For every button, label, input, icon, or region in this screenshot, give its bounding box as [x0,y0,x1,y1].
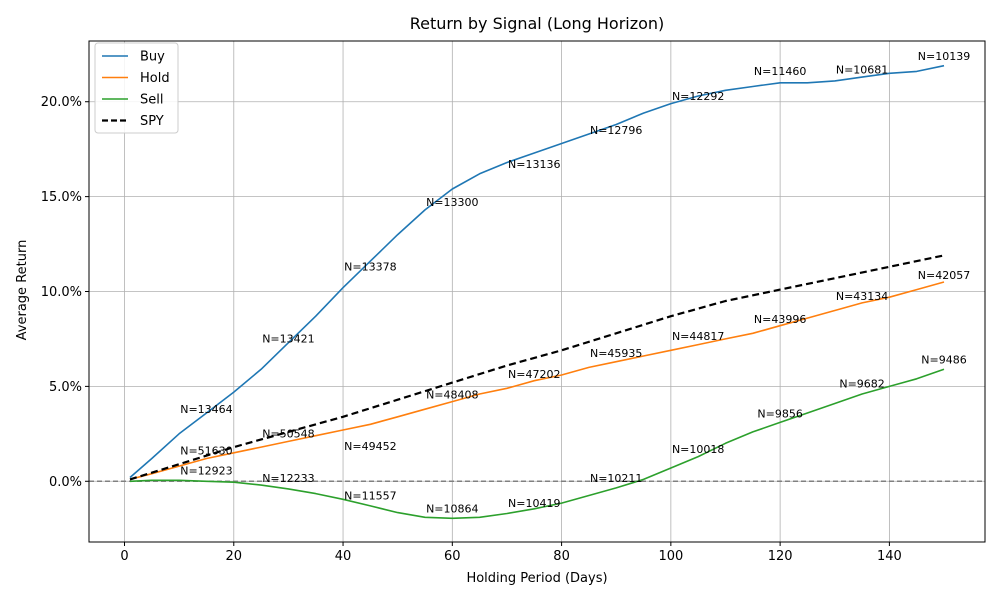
annotation-label: N=9486 [921,354,966,367]
x-axis-label: Holding Period (Days) [466,571,607,586]
x-tick-label: 140 [877,549,902,564]
annotation-label: N=47202 [508,368,560,381]
x-tick-label: 120 [768,549,793,564]
annotation-label: N=10419 [508,497,560,510]
x-tick-label: 20 [226,549,243,564]
legend: Buy Hold Sell SPY [94,42,179,134]
x-tick-label: 40 [335,549,352,564]
annotation-label: N=50548 [262,428,314,441]
y-tick-label: 20.0% [41,95,82,110]
x-axis-ticks: 0 20 40 60 80 100 120 140 [120,542,902,564]
y-tick-label: 15.0% [41,190,82,205]
y-tick-label: 0.0% [49,475,82,490]
legend-label-spy: SPY [140,114,164,129]
annotation-label: N=10018 [672,443,724,456]
annotation-label: N=11460 [754,65,806,78]
x-tick-label: 80 [553,549,570,564]
annotation-label: N=45935 [590,347,642,360]
annotation-label: N=49452 [344,440,396,453]
chart-title: Return by Signal (Long Horizon) [410,14,665,33]
annotation-label: N=10864 [426,503,478,516]
series-line-sell [129,368,945,520]
y-tick-label: 10.0% [41,285,82,300]
series-lines [129,64,945,520]
legend-label-buy: Buy [140,50,165,65]
annotation-label: N=9856 [757,408,802,421]
annotation-label: N=10211 [590,472,642,485]
x-tick-label: 0 [120,549,128,564]
x-tick-label: 60 [444,549,461,564]
legend-label-sell: Sell [140,93,163,108]
y-axis-label: Average Return [15,240,30,341]
annotation-label: N=48408 [426,389,478,402]
annotation-label: N=51630 [180,445,232,458]
annotation-label: N=13378 [344,261,396,274]
annotation-label: N=43996 [754,313,806,326]
annotation-label: N=9682 [839,377,884,390]
annotation-label: N=12923 [180,465,232,478]
annotation-label: N=13421 [262,333,314,346]
y-tick-label: 5.0% [49,380,82,395]
annotation-label: N=13464 [180,403,232,416]
annotation-label: N=13136 [508,158,560,171]
annotation-label: N=12292 [672,90,724,103]
annotation-label: N=42057 [918,269,970,282]
annotation-label: N=12796 [590,124,642,137]
annotation-label: N=43134 [836,290,888,303]
grid-lines [89,41,985,542]
annotation-label: N=11557 [344,489,396,502]
annotation-label: N=10139 [918,50,970,63]
series-line-spy [129,254,945,481]
x-tick-label: 100 [658,549,683,564]
legend-box [94,42,179,134]
annotation-label: N=44817 [672,330,724,343]
annotation-label: N=12233 [262,472,314,485]
y-axis-ticks: 0.0% 5.0% 10.0% 15.0% 20.0% [41,95,89,490]
annotation-label: N=10681 [836,63,888,76]
legend-label-hold: Hold [140,71,170,86]
series-line-hold [129,281,945,481]
annotation-label: N=13300 [426,196,478,209]
series-line-buy [129,64,945,479]
sample-size-annotations: N=13464 N=13421 N=13378 N=13300 N=13136 N=127… [180,50,970,516]
